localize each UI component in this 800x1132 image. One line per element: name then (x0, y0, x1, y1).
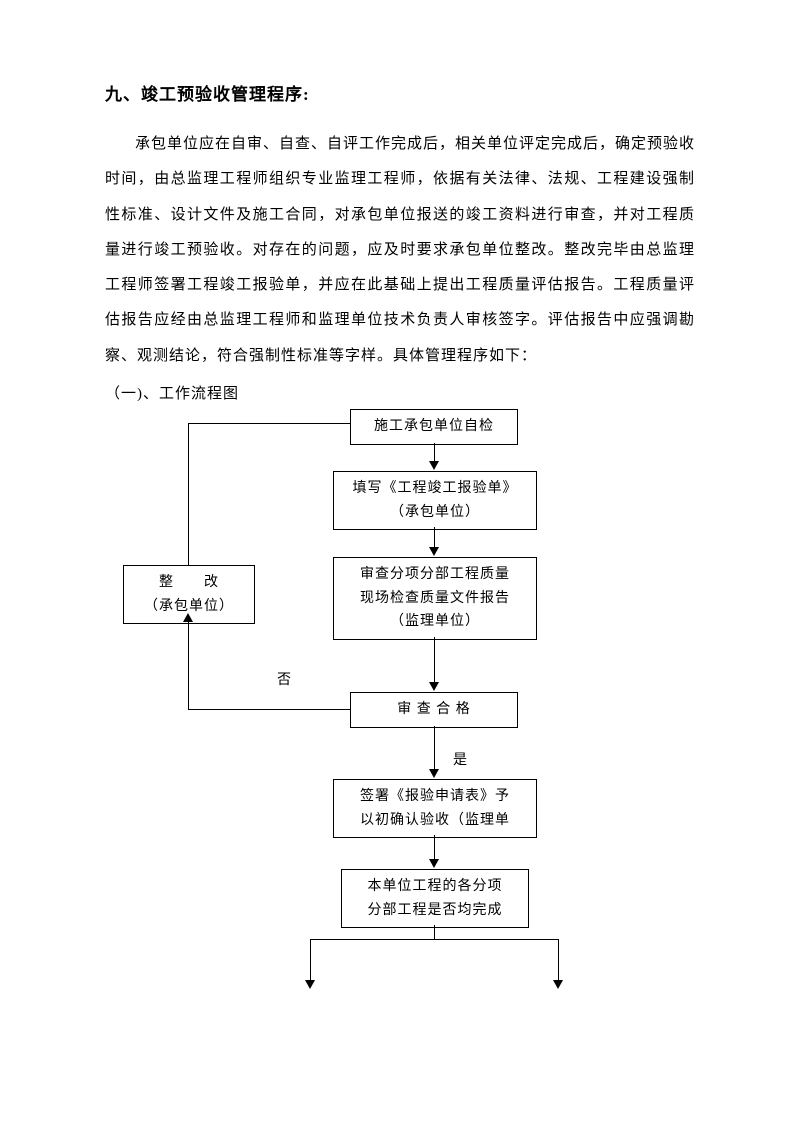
node-review-quality: 审查分项分部工程质量 现场检查质量文件报告 （监理单位） (333, 557, 537, 640)
section-paragraph: 承包单位应在自审、自查、自评工作完成后，相关单位评定完成后，确定预验收时间，由总… (105, 127, 695, 374)
node-self-inspection: 施工承包单位自检 (350, 409, 518, 445)
label-yes: 是 (453, 749, 468, 769)
node-check-complete: 本单位工程的各分项 分部工程是否均完成 (341, 869, 529, 929)
node-sign-form: 签署《报验申请表》予 以初确认验收（监理单 (333, 779, 537, 839)
node-review-pass: 审 查 合 格 (350, 692, 518, 728)
section-heading: 九、竣工预验收管理程序: (105, 80, 695, 105)
label-no: 否 (277, 669, 292, 689)
node-fill-form: 填写《工程竣工报验单》 （承包单位） (333, 471, 537, 531)
section-subheading: （一)、工作流程图 (105, 382, 695, 403)
workflow-flowchart: 施工承包单位自检 填写《工程竣工报验单》 （承包单位） 审查分项分部工程质量 现… (105, 409, 695, 1019)
